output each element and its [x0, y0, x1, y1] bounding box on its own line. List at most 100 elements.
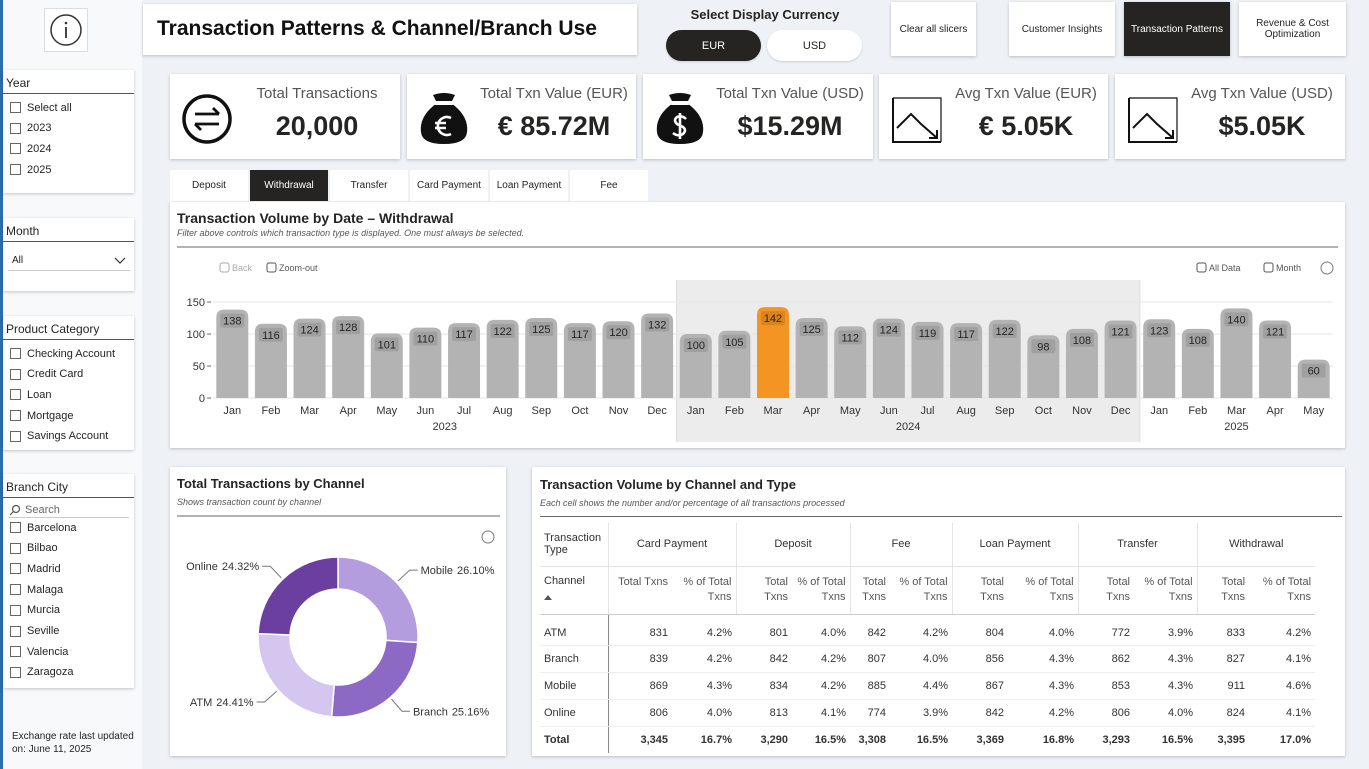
bar[interactable]: [1065, 328, 1098, 398]
slicer-item[interactable]: Barcelona: [10, 520, 77, 535]
nav-button[interactable]: Revenue & Cost Optimization: [1239, 2, 1346, 56]
donut-slice[interactable]: [257, 632, 335, 718]
type-tab[interactable]: Transfer: [330, 170, 408, 201]
type-tab[interactable]: Card Payment: [410, 170, 488, 201]
slicer-item[interactable]: Select all: [10, 100, 72, 115]
slicer-item[interactable]: Murcia: [10, 603, 60, 618]
donut-slice[interactable]: [337, 556, 419, 644]
slicer-item[interactable]: Mortgage: [10, 408, 73, 423]
bar[interactable]: [718, 330, 751, 398]
help-icon: [1320, 261, 1334, 275]
nav-button[interactable]: Transaction Patterns: [1124, 2, 1230, 56]
cell-value: 4.0%: [1008, 614, 1079, 646]
bar[interactable]: [757, 307, 789, 398]
column-group-header: Withdrawal: [1196, 523, 1316, 567]
slicer-rule: [3, 241, 134, 242]
slicer-item[interactable]: 2025: [10, 162, 51, 177]
slicer-item-label: Select all: [27, 101, 72, 114]
y-tick-label: 150: [187, 297, 205, 309]
data-label: 142: [764, 313, 782, 325]
donut-slice[interactable]: [330, 639, 419, 718]
slicer-item[interactable]: 2024: [10, 141, 51, 156]
slicer-item[interactable]: Seville: [10, 624, 59, 639]
slicer-item[interactable]: Madrid: [10, 561, 61, 576]
icon-trend: [1132, 112, 1174, 139]
slicer-item[interactable]: Credit Card: [10, 367, 83, 382]
bar[interactable]: [1259, 320, 1292, 398]
kpi-icon: [420, 93, 468, 144]
slicer-item-label: 2024: [27, 142, 52, 155]
bar[interactable]: [834, 326, 867, 398]
data-label-bg: [1263, 324, 1288, 339]
slicer-item[interactable]: Zaragoza: [10, 665, 73, 680]
bar[interactable]: [254, 323, 287, 398]
kpi-value: € 5.05K: [978, 111, 1074, 141]
bar[interactable]: [563, 323, 596, 398]
bar[interactable]: [1104, 320, 1137, 398]
slicer-item[interactable]: Savings Account: [10, 429, 108, 444]
bar[interactable]: [1027, 335, 1060, 398]
nav-button[interactable]: Clear all slicers: [891, 2, 976, 56]
slicer-item[interactable]: Bilbao: [10, 541, 58, 556]
bar[interactable]: [332, 316, 365, 398]
kpi-value: € 85.72M: [497, 111, 611, 141]
slicer-item[interactable]: 2023: [10, 121, 51, 136]
info-dot: [64, 21, 68, 25]
bar[interactable]: [370, 333, 403, 398]
slicer-item[interactable]: Checking Account: [10, 346, 115, 361]
toolbar-button[interactable]: All Data: [1209, 263, 1241, 273]
toolbar-icon: [219, 262, 230, 273]
x-tick-label: Jul: [920, 405, 934, 417]
donut-slice[interactable]: [257, 556, 339, 636]
bar[interactable]: [293, 318, 326, 398]
info-circle: [50, 14, 82, 46]
data-label-bg: [258, 327, 283, 342]
kpi-icon: [656, 93, 704, 144]
bar[interactable]: [1220, 308, 1253, 398]
bar[interactable]: [641, 313, 674, 398]
chevron: [114, 257, 126, 264]
type-tab[interactable]: Deposit: [170, 170, 248, 201]
slicer-item[interactable]: Malaga: [10, 582, 63, 597]
bar[interactable]: [409, 327, 442, 398]
search-box[interactable]: Search: [9, 503, 129, 518]
x-tick-label: Jun: [417, 405, 435, 417]
bar[interactable]: [950, 323, 983, 398]
bar[interactable]: [602, 321, 635, 398]
type-tab[interactable]: Loan Payment: [490, 170, 568, 201]
cell-value: 16.8%: [1008, 725, 1079, 753]
cell-value: 842: [736, 645, 792, 673]
slicer-item[interactable]: Loan: [10, 387, 51, 402]
data-label: 98: [1037, 341, 1049, 353]
bar[interactable]: [1143, 319, 1176, 398]
left-accent: [0, 0, 3, 769]
toolbar-button[interactable]: Month: [1276, 263, 1301, 273]
bar[interactable]: [448, 323, 481, 398]
toolbar-button[interactable]: Back: [232, 263, 253, 273]
bar[interactable]: [988, 319, 1021, 398]
cell-value: 17.0%: [1249, 725, 1316, 753]
bar[interactable]: [1181, 328, 1214, 398]
bar[interactable]: [525, 318, 558, 398]
type-tab[interactable]: Fee: [570, 170, 648, 201]
bar[interactable]: [795, 318, 828, 398]
type-tab[interactable]: Withdrawal: [250, 170, 328, 201]
nav-button[interactable]: Customer Insights: [1009, 2, 1115, 56]
bar[interactable]: [216, 309, 249, 398]
bar[interactable]: [679, 334, 712, 398]
slicer-item[interactable]: Valencia: [10, 644, 68, 659]
bar[interactable]: [911, 321, 944, 398]
currency-option[interactable]: USD: [767, 30, 862, 61]
info-button[interactable]: [44, 8, 88, 52]
currency-option[interactable]: EUR: [666, 30, 761, 61]
bar[interactable]: [1297, 359, 1330, 398]
month-dropdown[interactable]: All: [8, 251, 130, 271]
bar[interactable]: [872, 318, 905, 398]
data-label: 121: [1266, 327, 1284, 339]
toolbar-button[interactable]: Zoom-out: [279, 263, 318, 273]
cell-value: 3,395: [1197, 725, 1250, 753]
cell-value: 4.4%: [890, 672, 953, 700]
chart-card: Transaction Volume by Date – Withdrawal F…: [170, 202, 1345, 448]
icon-axes: [1128, 98, 1177, 143]
bar[interactable]: [486, 319, 519, 398]
